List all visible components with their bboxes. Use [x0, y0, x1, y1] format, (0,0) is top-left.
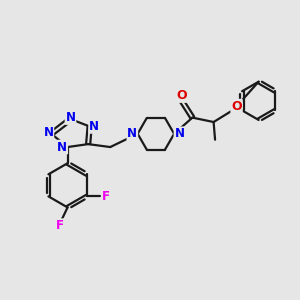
Text: O: O — [231, 100, 242, 112]
Text: N: N — [44, 126, 53, 139]
Text: F: F — [102, 190, 110, 203]
Text: O: O — [176, 89, 187, 102]
Text: F: F — [56, 219, 64, 232]
Text: N: N — [57, 141, 67, 154]
Text: N: N — [65, 111, 76, 124]
Text: N: N — [127, 127, 137, 140]
Text: N: N — [174, 127, 184, 140]
Text: N: N — [89, 120, 99, 133]
